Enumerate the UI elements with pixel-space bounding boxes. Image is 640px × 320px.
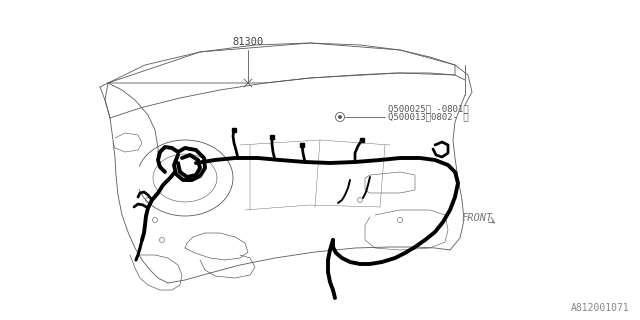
Text: Q500025＜ -0801＞: Q500025＜ -0801＞ — [388, 104, 468, 113]
Circle shape — [338, 115, 342, 119]
Text: A812001071: A812001071 — [572, 303, 630, 313]
Text: 81300: 81300 — [232, 37, 264, 47]
Text: Q500013＜0802- ＞: Q500013＜0802- ＞ — [388, 112, 468, 121]
Text: FRONT: FRONT — [462, 213, 493, 223]
